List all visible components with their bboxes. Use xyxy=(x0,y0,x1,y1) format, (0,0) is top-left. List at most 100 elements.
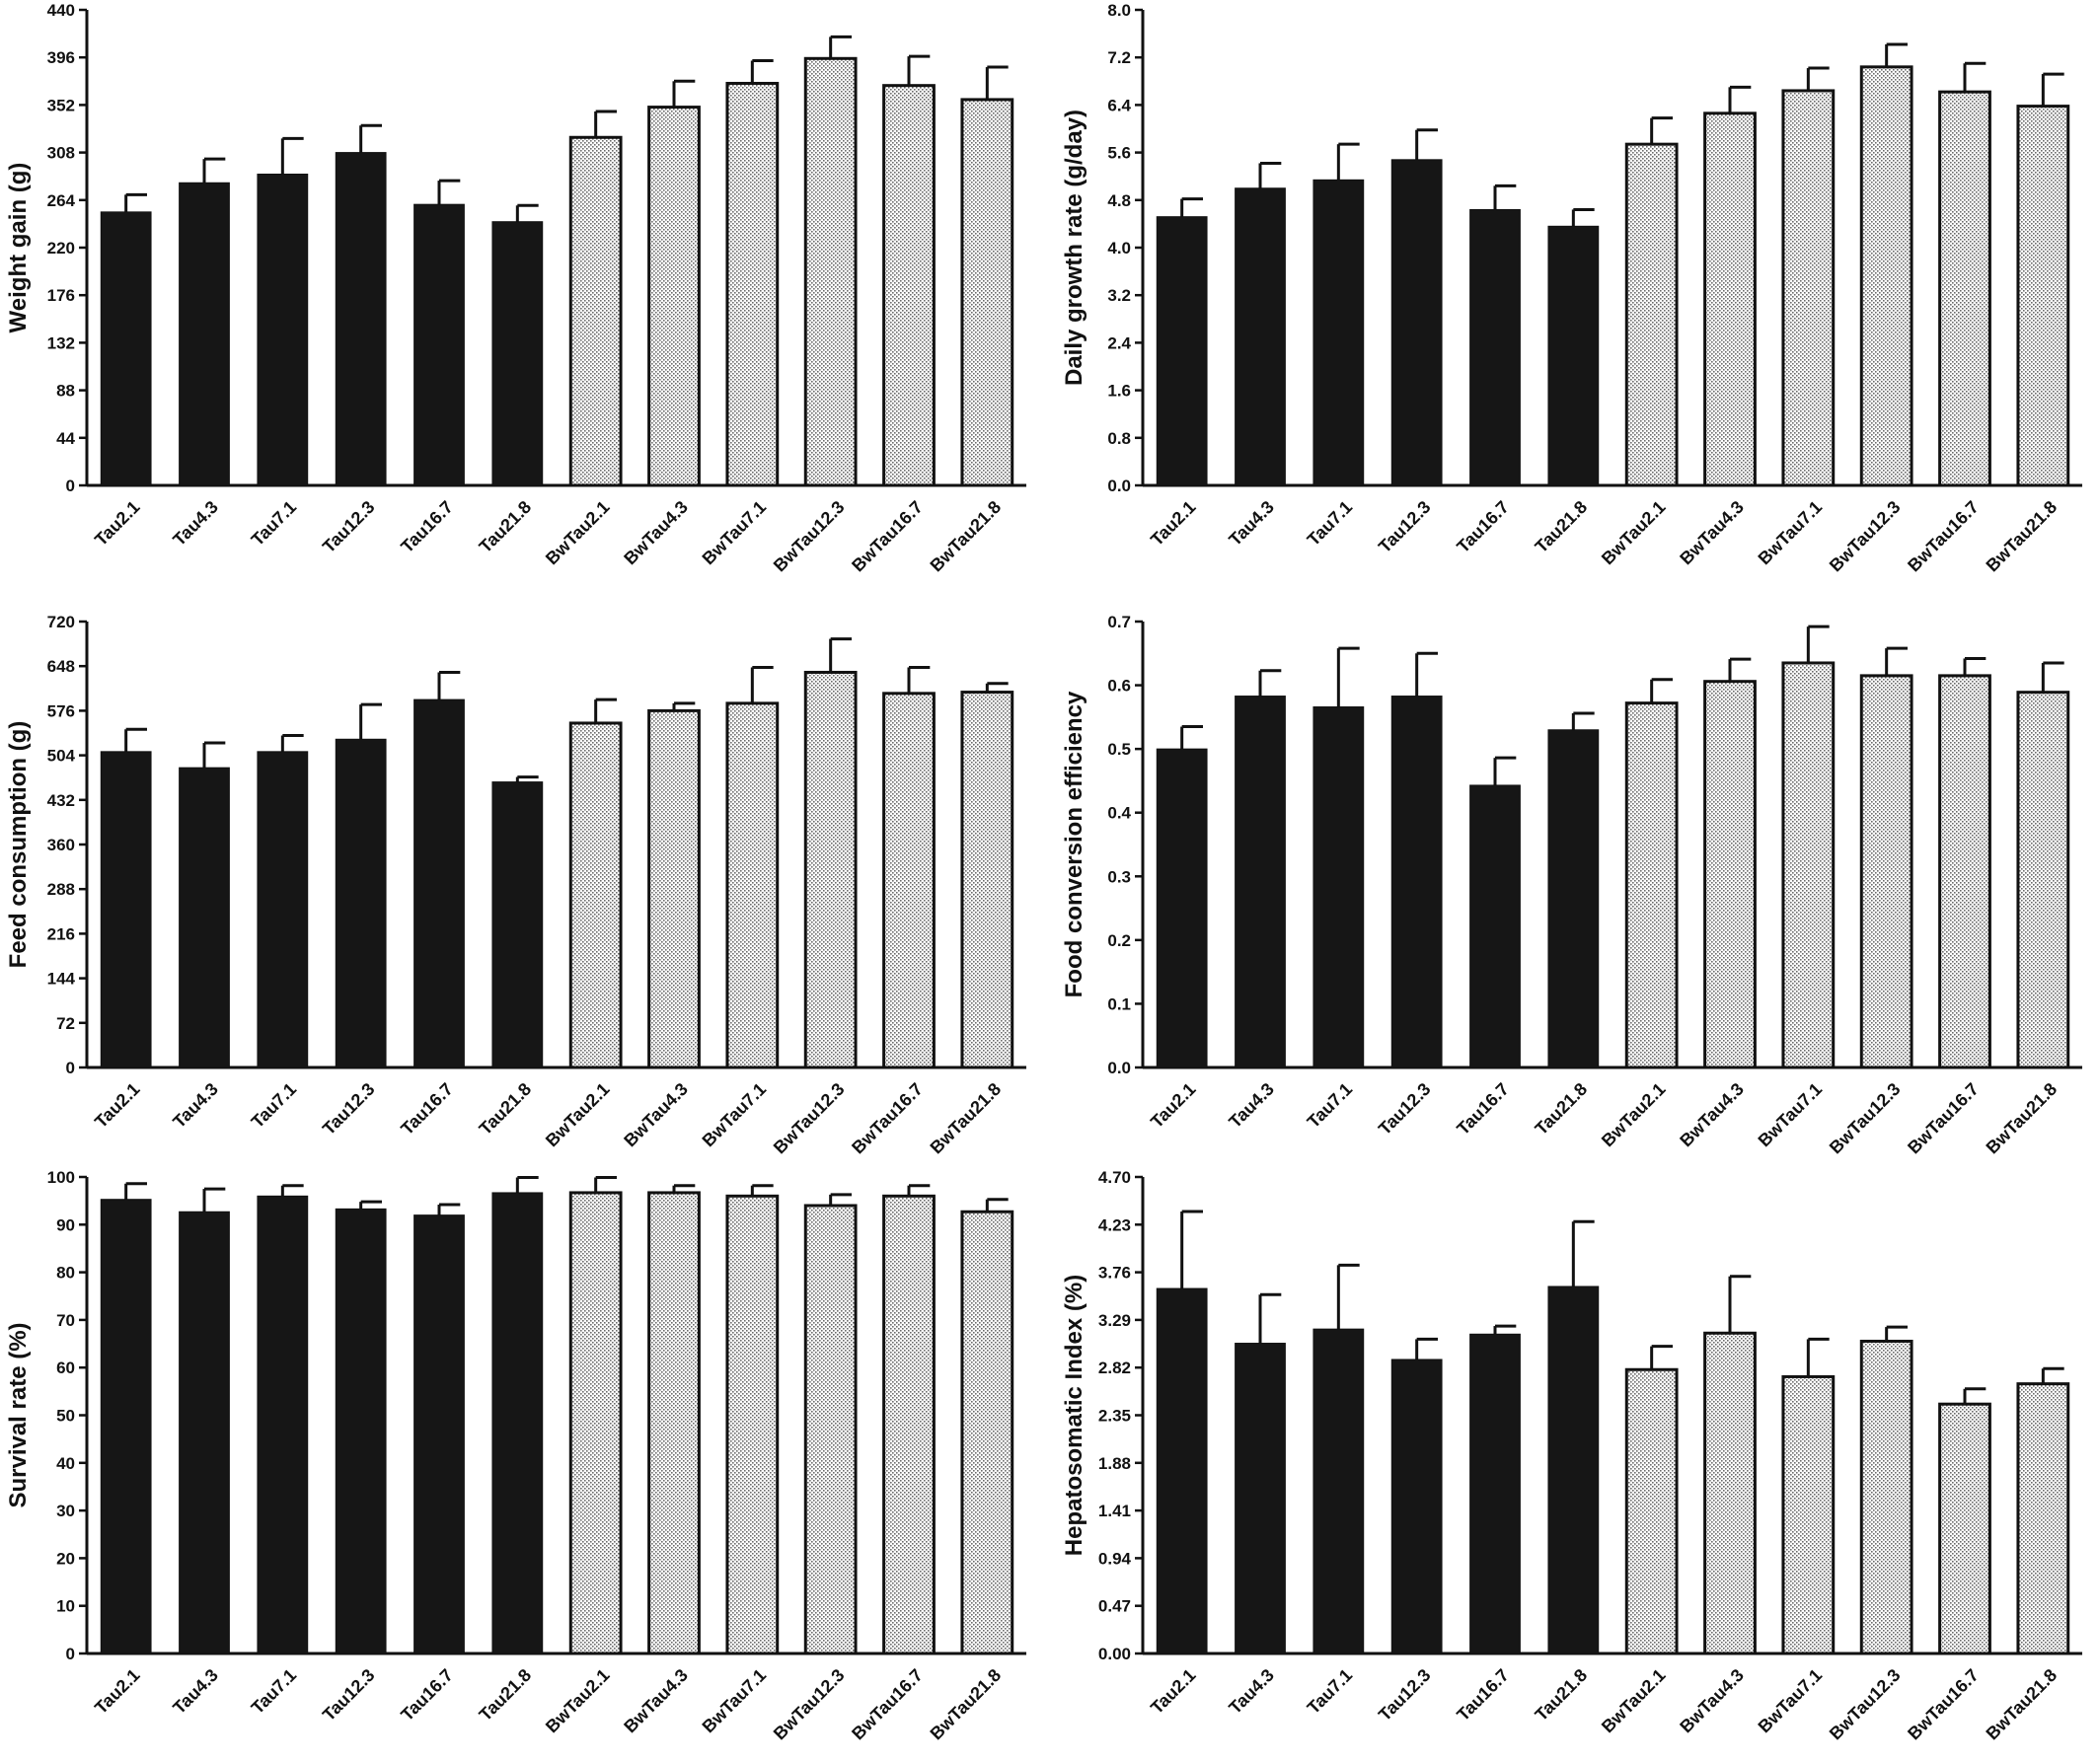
y-tick-label: 88 xyxy=(56,382,75,401)
bar-Tau21.8 xyxy=(1547,729,1600,1068)
bar-Tau16.7 xyxy=(1469,1333,1521,1654)
x-category-label: BwTau16.7 xyxy=(848,1079,927,1158)
y-axis-title: Food conversion efficiency xyxy=(1061,691,1088,997)
y-tick-label: 432 xyxy=(47,791,75,810)
bar-Tau16.7 xyxy=(413,698,465,1068)
x-category-label: BwTau16.7 xyxy=(848,1665,927,1744)
chart-panel: 0.00 0.47 0.94 1.41 1.88 2.35 2.82 3.29 3.76 4.23… xyxy=(1061,1168,2082,1743)
y-tick-label: 0.0 xyxy=(1107,1059,1131,1077)
y-tick-label: 90 xyxy=(56,1215,75,1234)
bar-BwTau12.3 xyxy=(803,670,858,1069)
bar-Tau7.1 xyxy=(1312,179,1365,486)
x-category-label: Tau2.1 xyxy=(1147,1079,1200,1133)
bar-Tau4.3 xyxy=(179,767,230,1068)
bar-Tau7.1 xyxy=(257,751,309,1068)
y-tick-label: 264 xyxy=(47,191,76,210)
bar-BwTau2.1 xyxy=(1624,701,1679,1069)
x-category-label: Tau4.3 xyxy=(169,497,222,551)
x-category-label: Tau7.1 xyxy=(1304,1079,1357,1133)
y-tick-label: 2.4 xyxy=(1107,333,1131,352)
bar-Tau16.7 xyxy=(413,203,465,486)
x-category-label: Tau7.1 xyxy=(248,1665,301,1719)
bar-BwTau4.3 xyxy=(647,1191,701,1655)
bar-BwTau21.8 xyxy=(2016,1382,2070,1655)
x-category-label: Tau21.8 xyxy=(476,1665,536,1726)
y-axis-title: Hepatosomatic Index (%) xyxy=(1061,1275,1088,1556)
x-category-label: Tau12.3 xyxy=(319,1079,379,1139)
y-tick-label: 8.0 xyxy=(1107,1,1131,20)
bar-Tau4.3 xyxy=(179,182,230,486)
bar-Tau21.8 xyxy=(491,1192,544,1654)
x-category-label: BwTau4.3 xyxy=(620,1079,692,1151)
bar-Tau7.1 xyxy=(257,174,309,486)
bar-BwTau7.1 xyxy=(1781,661,1836,1069)
y-tick-label: 0.47 xyxy=(1098,1597,1131,1616)
chart-panel: 0.0 0.8 1.6 2.4 3.2 4.0 4.8 5.6 6.4 7.2 8.0 Daily g… xyxy=(1061,1,2082,575)
x-category-label: BwTau12.3 xyxy=(770,1079,849,1158)
bar-Tau12.3 xyxy=(1390,696,1443,1068)
y-tick-label: 440 xyxy=(47,1,75,20)
y-tick-label: 220 xyxy=(47,239,75,257)
y-tick-label: 1.88 xyxy=(1098,1454,1131,1473)
x-category-label: BwTau4.3 xyxy=(1676,1665,1748,1737)
x-category-label: Tau4.3 xyxy=(169,1079,222,1133)
y-tick-label: 3.2 xyxy=(1107,286,1131,305)
y-tick-label: 396 xyxy=(47,48,75,67)
x-category-label: Tau12.3 xyxy=(1375,1665,1435,1726)
bar-Tau21.8 xyxy=(1547,1286,1600,1654)
bar-Tau4.3 xyxy=(1235,696,1286,1068)
y-tick-label: 4.23 xyxy=(1098,1215,1131,1234)
x-category-label: BwTau2.1 xyxy=(542,1079,614,1151)
bar-BwTau2.1 xyxy=(568,721,623,1069)
bar-BwTau7.1 xyxy=(725,1194,780,1655)
y-tick-label: 3.76 xyxy=(1098,1264,1131,1283)
y-tick-label: 72 xyxy=(56,1014,75,1033)
bar-Tau4.3 xyxy=(179,1211,230,1654)
y-tick-label: 100 xyxy=(47,1168,75,1187)
bar-Tau7.1 xyxy=(1312,706,1365,1068)
x-category-label: BwTau2.1 xyxy=(1598,1665,1670,1737)
y-tick-label: 40 xyxy=(56,1454,75,1473)
bar-Tau21.8 xyxy=(491,221,544,486)
bar-BwTau7.1 xyxy=(725,81,780,487)
x-category-label: BwTau21.8 xyxy=(1983,497,2062,576)
bar-Tau16.7 xyxy=(1469,784,1521,1068)
bar-BwTau7.1 xyxy=(1781,1374,1836,1655)
x-category-label: BwTau21.8 xyxy=(1983,1079,2062,1158)
x-category-label: BwTau21.8 xyxy=(1983,1665,2062,1744)
bar-Tau16.7 xyxy=(1469,208,1521,486)
y-tick-label: 80 xyxy=(56,1264,75,1283)
x-category-label: BwTau4.3 xyxy=(1676,497,1748,569)
y-tick-label: 0.8 xyxy=(1107,429,1131,448)
x-category-label: BwTau4.3 xyxy=(1676,1079,1748,1151)
y-tick-label: 576 xyxy=(47,701,75,720)
x-category-label: Tau21.8 xyxy=(1532,1665,1592,1726)
bar-BwTau21.8 xyxy=(2016,691,2070,1069)
bar-BwTau16.7 xyxy=(882,1194,936,1655)
x-category-label: Tau2.1 xyxy=(1147,1665,1200,1719)
x-category-label: Tau7.1 xyxy=(1304,497,1357,551)
bar-Tau2.1 xyxy=(1156,748,1208,1068)
x-category-label: Tau4.3 xyxy=(1225,497,1278,551)
x-category-label: BwTau7.1 xyxy=(1755,1665,1827,1737)
y-tick-label: 0 xyxy=(66,1645,75,1663)
bar-Tau7.1 xyxy=(257,1195,309,1654)
x-category-label: BwTau2.1 xyxy=(542,1665,614,1737)
x-category-label: BwTau21.8 xyxy=(927,1079,1006,1158)
x-category-label: Tau21.8 xyxy=(476,497,536,557)
y-tick-label: 60 xyxy=(56,1359,75,1377)
bar-Tau12.3 xyxy=(335,1208,387,1654)
x-category-label: BwTau7.1 xyxy=(699,1665,771,1737)
y-tick-label: 0.3 xyxy=(1107,867,1131,886)
bar-Tau12.3 xyxy=(1390,159,1443,486)
x-category-label: BwTau16.7 xyxy=(1904,1079,1983,1158)
y-tick-label: 70 xyxy=(56,1311,75,1330)
y-tick-label: 0.94 xyxy=(1098,1549,1132,1568)
bar-Tau21.8 xyxy=(1547,225,1600,486)
y-tick-label: 4.70 xyxy=(1098,1168,1131,1187)
bar-BwTau21.8 xyxy=(960,98,1014,487)
y-tick-label: 0.5 xyxy=(1107,740,1131,759)
y-tick-label: 288 xyxy=(47,880,75,899)
x-category-label: Tau21.8 xyxy=(476,1079,536,1139)
